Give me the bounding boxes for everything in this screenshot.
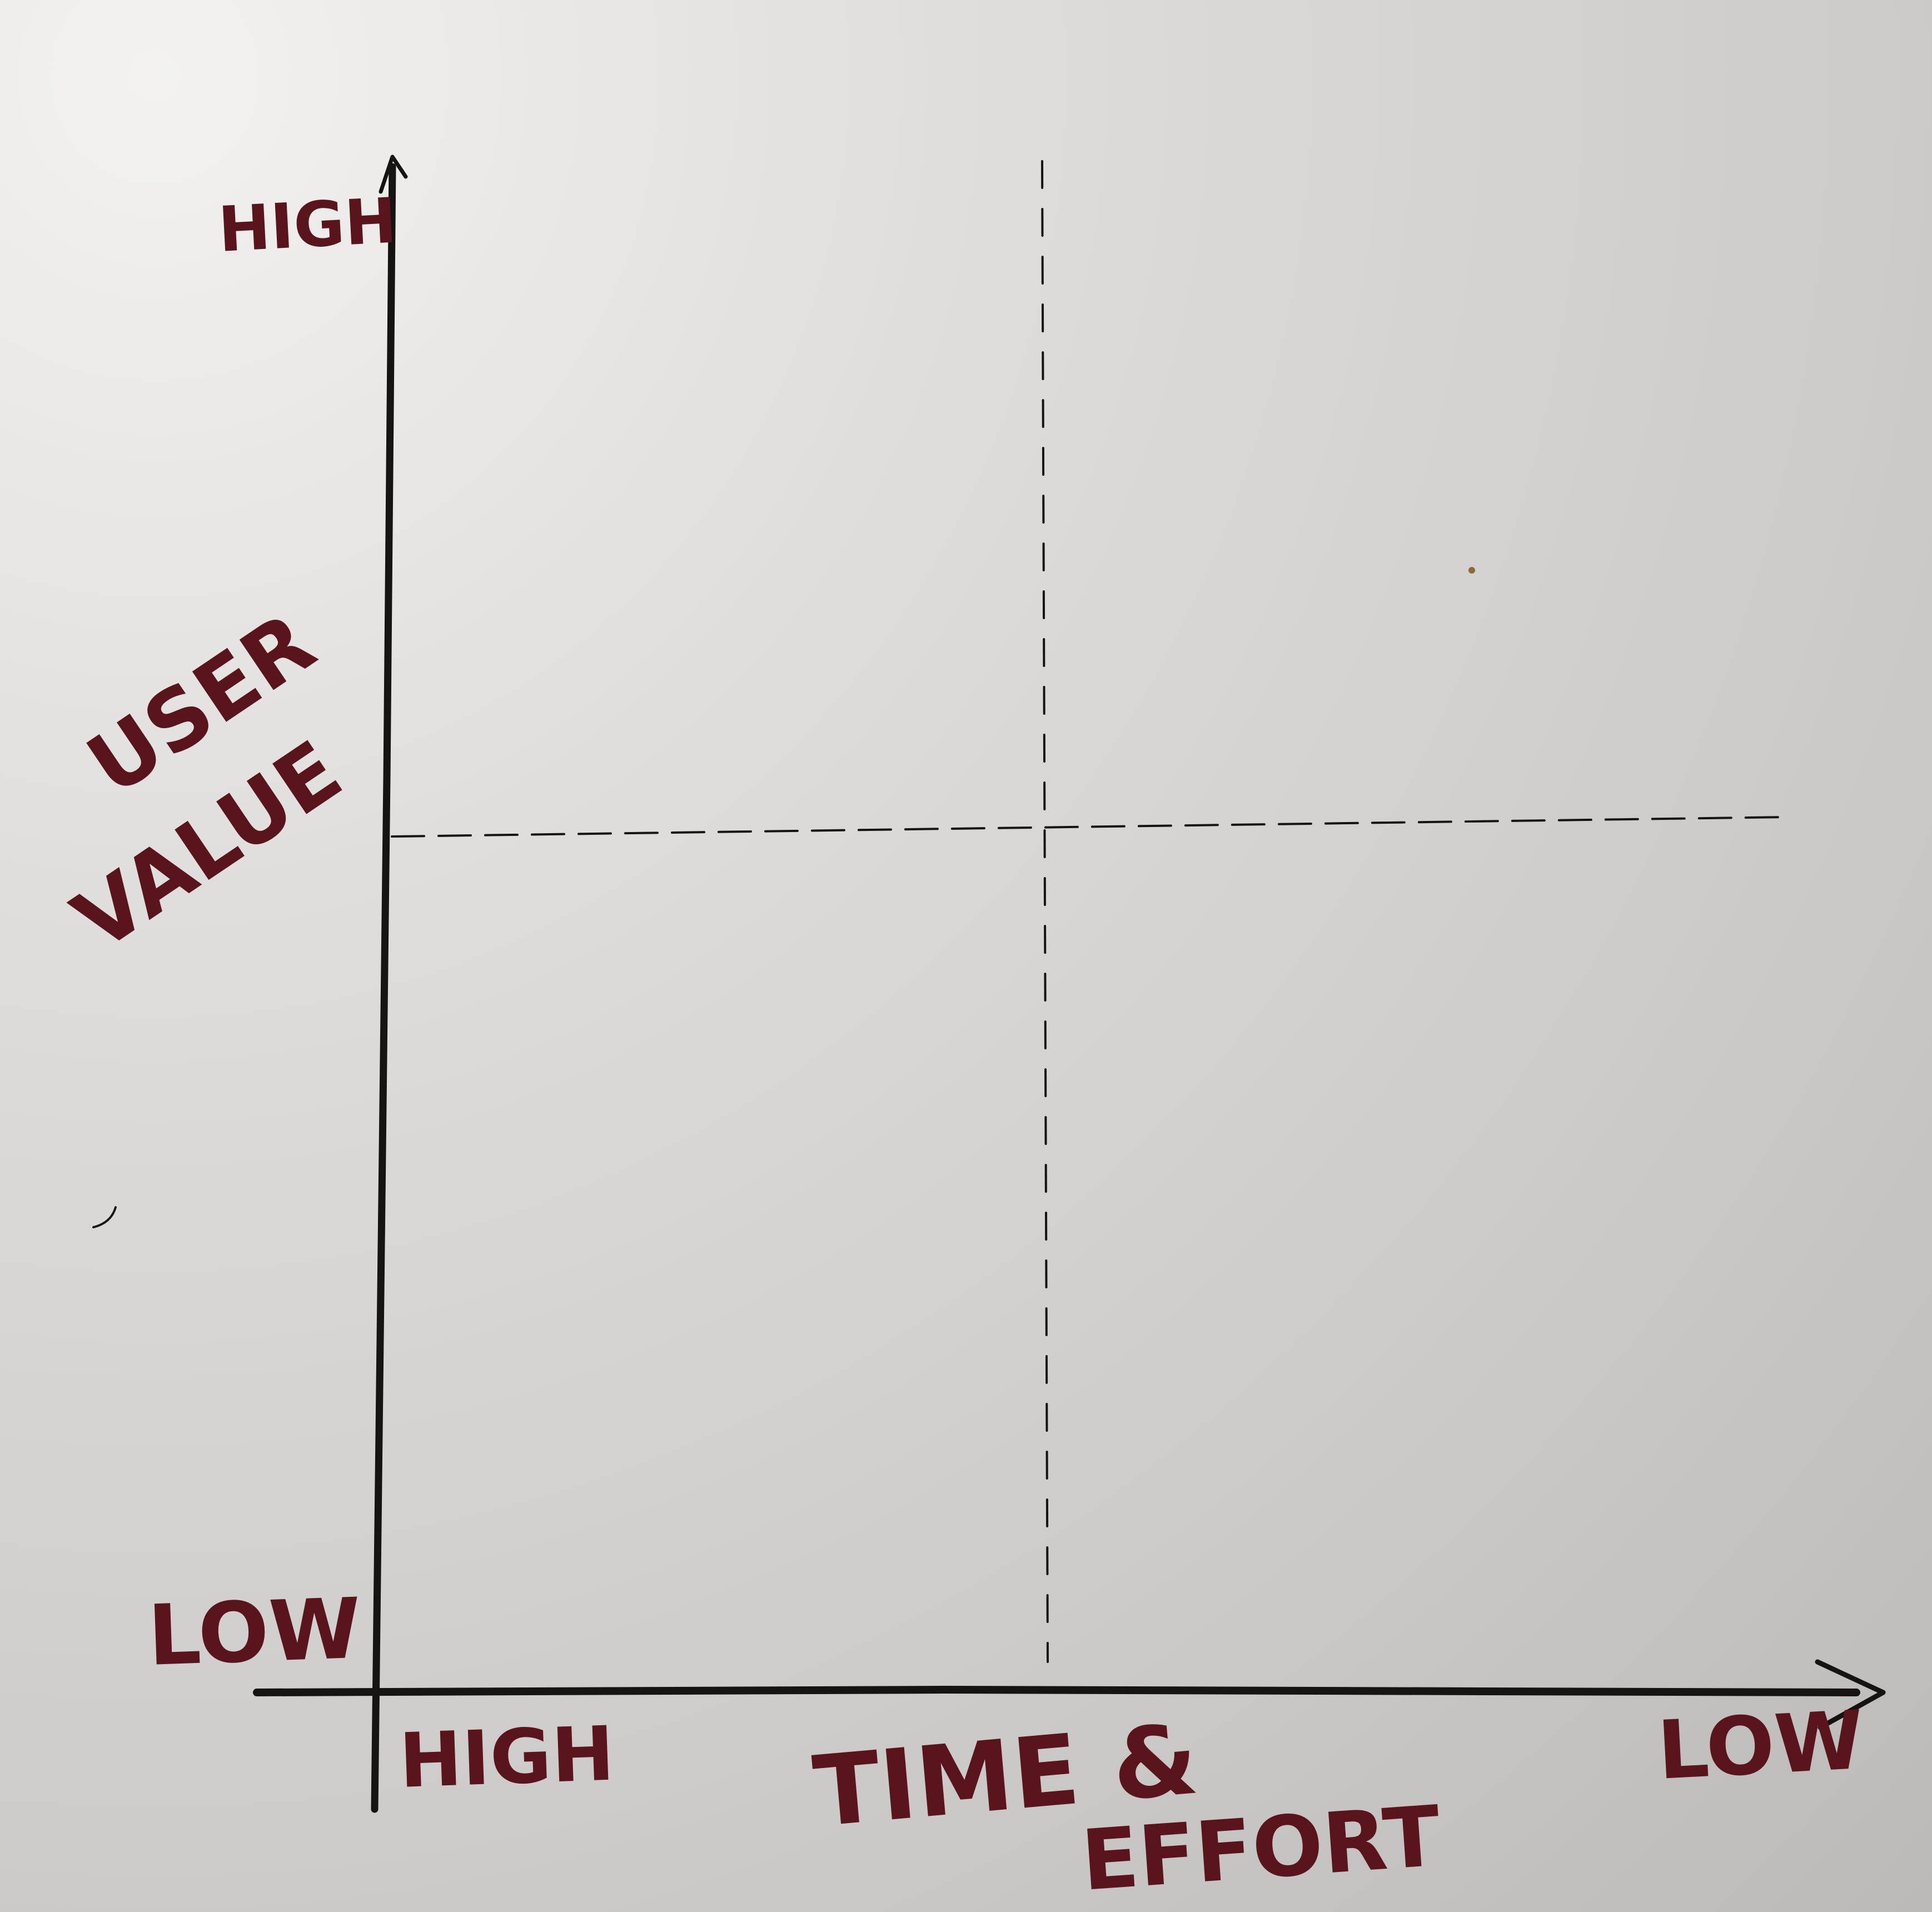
y-axis-line [371,163,396,1813]
y-axis-high-label: HIGH [217,185,399,266]
x-axis-low-label: LOW [1655,1694,1866,1798]
x-axis-arrowhead [1815,1659,1886,1730]
x-axis-high-label: HIGH [398,1710,616,1805]
y-axis-low-label: LOW [146,1581,362,1685]
y-axis-arrowhead [379,155,408,194]
paper-mark [92,1206,117,1228]
vertical-divider-dashed [1041,160,1049,1663]
paper-speck [1468,567,1475,574]
x-axis-line [253,1686,1860,1696]
horizontal-divider-dashed [391,816,1788,838]
